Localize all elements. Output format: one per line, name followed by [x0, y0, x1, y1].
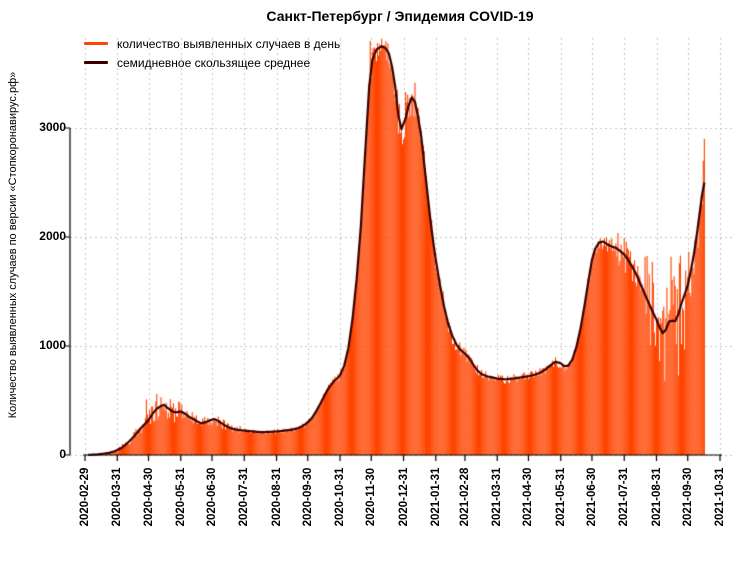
x-tick-label: 2020-09-30 [301, 467, 314, 527]
x-tick-label: 2021-07-31 [618, 467, 631, 527]
x-tick-label: 2020-11-30 [365, 467, 378, 527]
x-tick-label: 2021-08-31 [650, 467, 663, 527]
y-tick-label: 1000 [39, 338, 66, 352]
legend-swatch-moving-average [84, 61, 108, 64]
x-tick-label: 2021-06-30 [585, 467, 598, 527]
x-tick-label: 2021-05-31 [554, 467, 567, 527]
x-tick-label: 2020-10-31 [334, 467, 347, 527]
x-tick-label: 2021-04-30 [522, 467, 535, 527]
x-tick-label: 2020-05-31 [174, 467, 187, 527]
x-tick-label: 2021-02-28 [458, 467, 471, 527]
chart-title: Санкт-Петербург / Эпидемия COVID-19 [266, 8, 534, 24]
x-tick-label: 2020-03-31 [111, 467, 124, 527]
x-tick-label: 2021-09-30 [681, 467, 694, 527]
y-tick-label: 0 [59, 447, 66, 461]
x-tick-label: 2020-02-29 [79, 467, 91, 527]
x-tick-label: 2020-06-30 [206, 467, 218, 527]
legend-item-daily-cases: количество выявленных случаев в день [84, 34, 340, 53]
x-tick-label: 2021-10-31 [714, 467, 726, 527]
legend: количество выявленных случаев в день сем… [84, 34, 340, 72]
x-tick-label: 2021-03-31 [491, 467, 504, 527]
legend-swatch-daily-cases [84, 42, 108, 45]
x-tick-label: 2021-01-31 [429, 467, 442, 527]
x-tick-label: 2020-08-31 [270, 467, 283, 527]
y-axis-title: Количество выявленных случаев по версии … [7, 71, 19, 419]
legend-label-moving-average: семидневное скользящее среднее [117, 55, 311, 70]
x-tick-label: 2020-04-30 [142, 467, 155, 527]
x-tick-label: 2020-07-31 [238, 467, 251, 527]
y-tick-label: 2000 [39, 229, 66, 243]
x-tick-label: 2020-12-31 [397, 467, 410, 527]
legend-label-daily-cases: количество выявленных случаев в день [117, 36, 341, 51]
y-tick-label: 3000 [39, 120, 66, 134]
legend-item-moving-average: семидневное скользящее среднее [84, 53, 340, 72]
